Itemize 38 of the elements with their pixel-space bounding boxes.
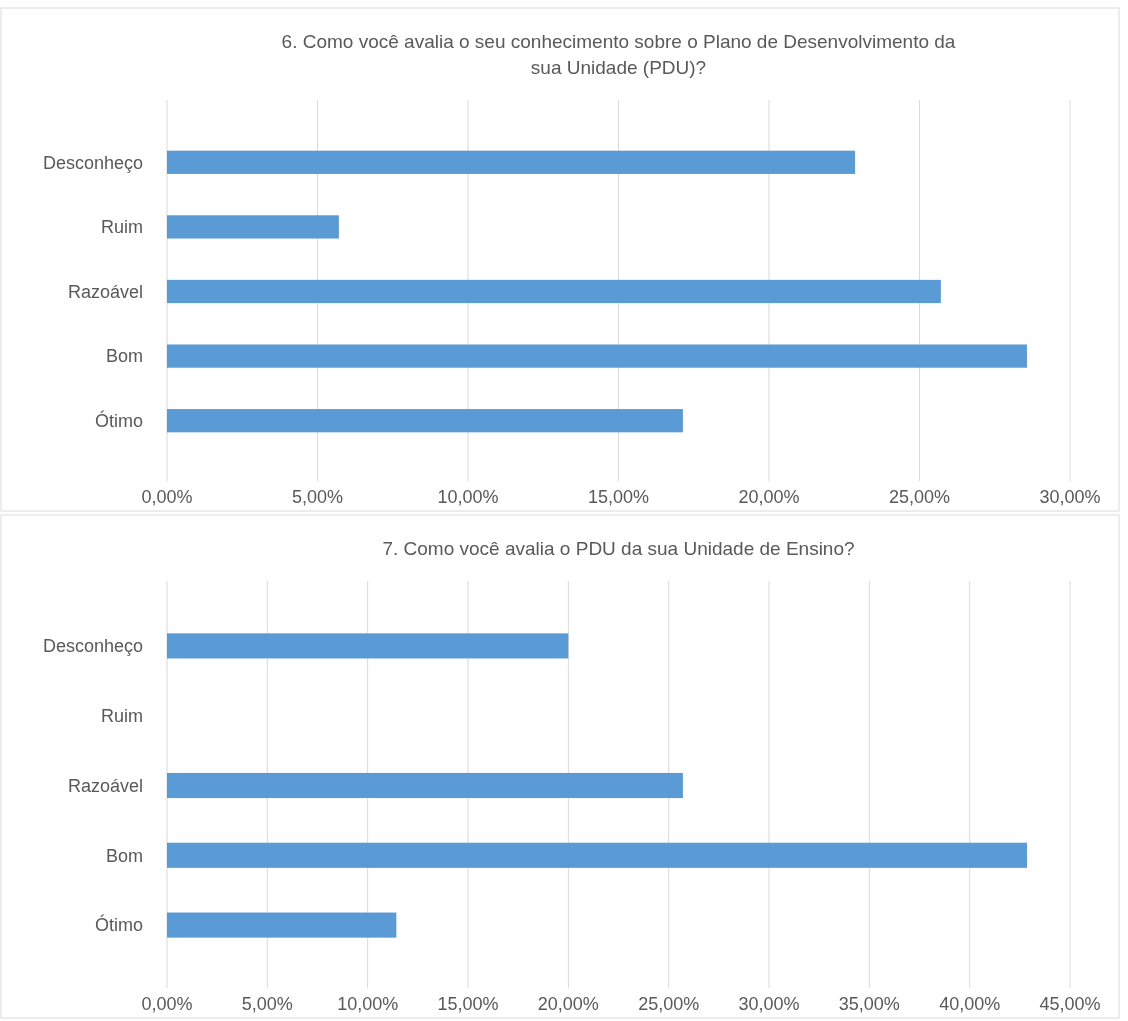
x-tick-label: 20,00% xyxy=(738,487,800,507)
y-tick-label: Ruim xyxy=(100,217,143,238)
y-tick-label: Bom xyxy=(105,346,143,367)
x-tick-label: 15,00% xyxy=(587,487,650,507)
x-tick-label: 25,00% xyxy=(888,487,951,507)
x-tick-label: 0,00% xyxy=(141,487,193,507)
x-tick-label: 35,00% xyxy=(838,994,900,1014)
x-tick-label: 30,00% xyxy=(1039,487,1101,507)
y-tick-label: Desconheço xyxy=(42,636,143,657)
y-tick-label: Ótimo xyxy=(94,410,143,431)
chart-title: 6. Como você avalia o seu conhecimento sobre o Plano de Desenvolvimento da sua Unidade (PDU)? xyxy=(281,31,956,78)
y-tick-label: Ótimo xyxy=(94,914,143,936)
x-tick-label: 30,00% xyxy=(738,994,800,1014)
bar xyxy=(167,215,339,239)
bar xyxy=(167,409,683,433)
x-tick-label: 10,00% xyxy=(337,994,399,1014)
x-tick-label: 25,00% xyxy=(638,994,700,1014)
y-tick-label: Razoável xyxy=(67,775,143,796)
x-tick-label: 40,00% xyxy=(939,994,1001,1014)
x-tick-label: 10,00% xyxy=(437,487,499,507)
y-tick-label: Ruim xyxy=(100,706,143,726)
bar xyxy=(167,633,569,659)
x-tick-label: 0,00% xyxy=(141,994,193,1014)
x-tick-label: 45,00% xyxy=(1039,994,1101,1014)
bar xyxy=(167,279,941,304)
x-tick-label: 5,00% xyxy=(241,994,293,1014)
x-tick-label: 5,00% xyxy=(291,487,344,507)
chart-title: 7. Como você avalia o PDU da sua Unidade de Ensino? xyxy=(382,538,855,559)
bar xyxy=(167,912,397,938)
bar xyxy=(167,344,1027,368)
bar xyxy=(167,150,856,174)
y-tick-label: Razoável xyxy=(67,281,143,302)
x-tick-label: 15,00% xyxy=(437,994,499,1014)
y-tick-label: Desconheço xyxy=(42,152,143,173)
bar xyxy=(167,842,1028,868)
bar xyxy=(167,772,683,799)
x-tick-label: 20,00% xyxy=(537,994,599,1014)
y-tick-label: Bom xyxy=(105,845,143,866)
